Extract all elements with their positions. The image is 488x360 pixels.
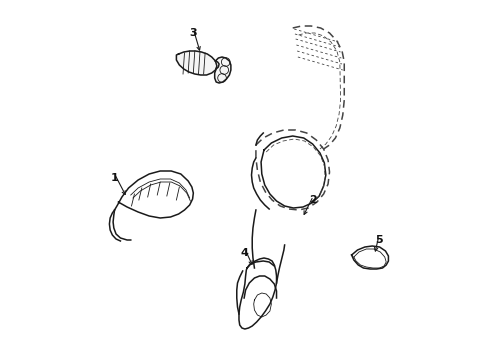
Text: 3: 3 — [189, 28, 197, 38]
Polygon shape — [214, 57, 230, 83]
Text: 4: 4 — [241, 248, 248, 258]
Polygon shape — [176, 51, 217, 75]
Text: 2: 2 — [309, 195, 317, 205]
Text: 1: 1 — [110, 173, 118, 183]
Text: 5: 5 — [374, 235, 382, 245]
